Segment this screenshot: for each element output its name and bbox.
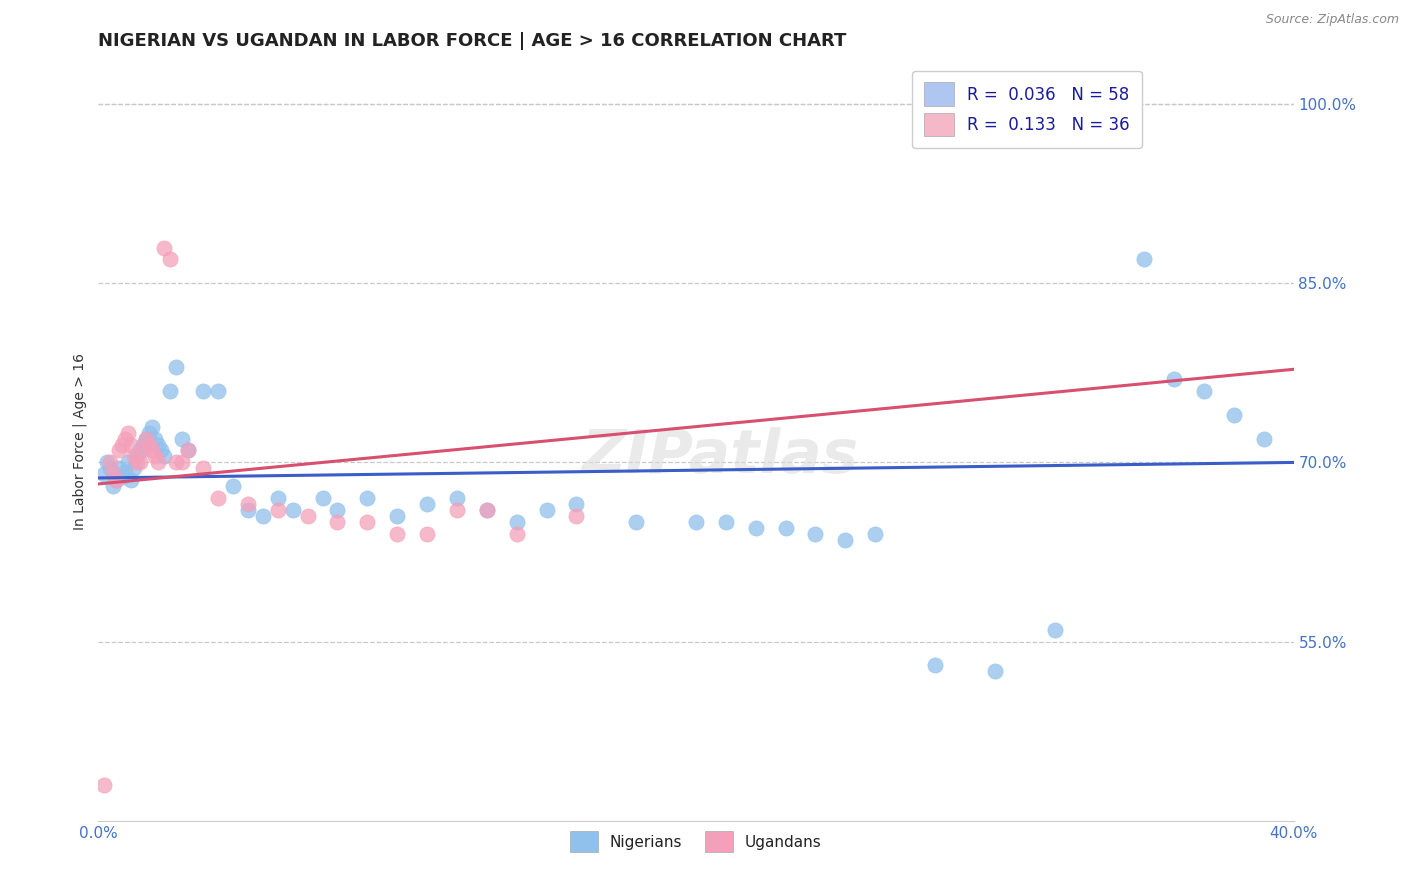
Text: Source: ZipAtlas.com: Source: ZipAtlas.com	[1265, 13, 1399, 27]
Point	[108, 443, 131, 458]
Point	[165, 359, 187, 374]
Point	[565, 509, 588, 524]
Point	[297, 509, 319, 524]
Point	[120, 474, 142, 488]
Point	[93, 467, 115, 482]
Point	[416, 497, 439, 511]
Point	[1253, 432, 1275, 446]
Point	[148, 437, 170, 451]
Point	[207, 384, 229, 398]
Point	[129, 443, 152, 458]
Point	[536, 503, 558, 517]
Point	[153, 450, 176, 464]
Text: ZIPatlas: ZIPatlas	[581, 427, 859, 486]
Point	[111, 437, 134, 451]
Point	[159, 384, 181, 398]
Point	[385, 509, 409, 524]
Point	[1043, 623, 1066, 637]
Point	[143, 450, 166, 464]
Point	[267, 503, 290, 517]
Point	[127, 450, 149, 464]
Point	[172, 432, 194, 446]
Point	[834, 533, 856, 547]
Point	[207, 491, 229, 506]
Point	[1223, 408, 1246, 422]
Point	[129, 455, 152, 469]
Point	[153, 240, 176, 254]
Point	[714, 515, 737, 529]
Point	[114, 465, 136, 479]
Point	[127, 455, 149, 469]
Point	[267, 491, 290, 506]
Point	[685, 515, 707, 529]
Point	[1192, 384, 1215, 398]
Point	[804, 527, 827, 541]
Point	[177, 443, 200, 458]
Point	[141, 443, 163, 458]
Point	[108, 461, 131, 475]
Point	[222, 479, 245, 493]
Point	[124, 450, 146, 464]
Point	[506, 527, 529, 541]
Point	[150, 443, 173, 458]
Point	[416, 527, 439, 541]
Point	[565, 497, 588, 511]
Point	[446, 503, 468, 517]
Point	[924, 658, 946, 673]
Point	[281, 503, 304, 517]
Point	[132, 437, 155, 451]
Point	[775, 521, 797, 535]
Point	[135, 432, 157, 446]
Point	[506, 515, 529, 529]
Point	[745, 521, 768, 535]
Point	[475, 503, 498, 517]
Legend: Nigerians, Ugandans: Nigerians, Ugandans	[564, 824, 828, 858]
Point	[326, 503, 349, 517]
Point	[96, 455, 118, 469]
Point	[138, 437, 160, 451]
Point	[143, 432, 166, 446]
Point	[148, 455, 170, 469]
Point	[117, 425, 139, 440]
Point	[138, 425, 160, 440]
Text: NIGERIAN VS UGANDAN IN LABOR FORCE | AGE > 16 CORRELATION CHART: NIGERIAN VS UGANDAN IN LABOR FORCE | AGE…	[98, 32, 846, 50]
Point	[93, 778, 115, 792]
Point	[446, 491, 468, 506]
Point	[236, 497, 259, 511]
Point	[103, 479, 125, 493]
Point	[120, 437, 142, 451]
Point	[132, 443, 155, 458]
Point	[98, 461, 122, 475]
Point	[191, 384, 214, 398]
Point	[114, 432, 136, 446]
Y-axis label: In Labor Force | Age > 16: In Labor Force | Age > 16	[73, 353, 87, 530]
Point	[105, 474, 128, 488]
Point	[103, 467, 125, 482]
Point	[311, 491, 333, 506]
Point	[356, 491, 378, 506]
Point	[191, 461, 214, 475]
Point	[165, 455, 187, 469]
Point	[252, 509, 274, 524]
Point	[385, 527, 409, 541]
Point	[326, 515, 349, 529]
Point	[475, 503, 498, 517]
Point	[356, 515, 378, 529]
Point	[1163, 372, 1185, 386]
Point	[236, 503, 259, 517]
Point	[984, 665, 1007, 679]
Point	[626, 515, 648, 529]
Point	[1133, 252, 1156, 267]
Point	[117, 455, 139, 469]
Point	[111, 469, 134, 483]
Point	[141, 419, 163, 434]
Point	[105, 474, 128, 488]
Point	[124, 461, 146, 475]
Point	[135, 432, 157, 446]
Point	[177, 443, 200, 458]
Point	[865, 527, 887, 541]
Point	[98, 455, 122, 469]
Point	[159, 252, 181, 267]
Point	[172, 455, 194, 469]
